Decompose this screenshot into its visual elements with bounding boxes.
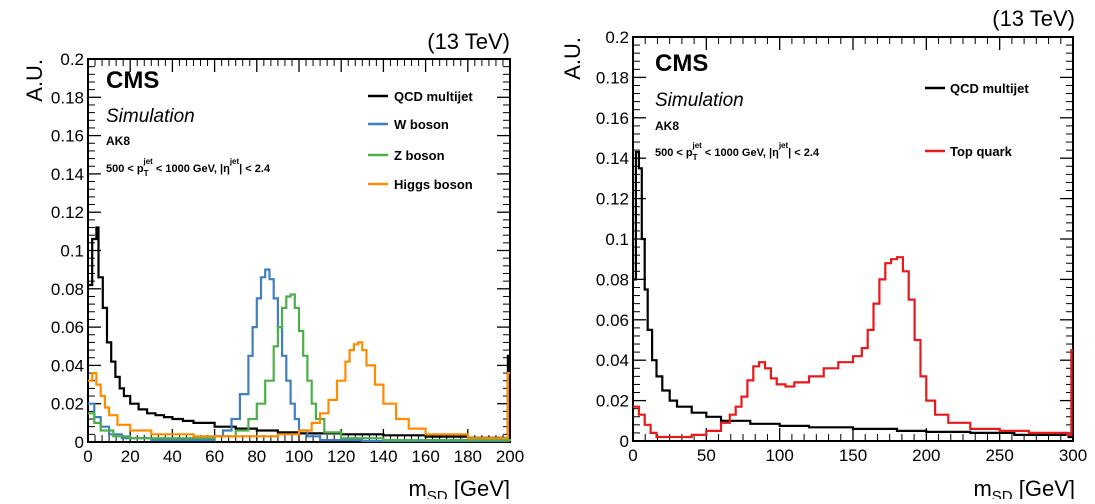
right-cut-sup2: jet xyxy=(778,141,789,150)
left-cut-middle: < 1000 GeV, |η xyxy=(153,163,230,175)
right-y-tick-label: 0 xyxy=(620,432,629,451)
left-cms-label: CMS xyxy=(106,67,159,94)
left-cut-suffix: | < 2.4 xyxy=(239,163,271,175)
right-y-tick-label: 0.18 xyxy=(596,68,629,87)
right-cut-sub: T xyxy=(693,153,698,162)
right-cms-label: CMS xyxy=(655,50,708,77)
left-jet-algo-label: AK8 xyxy=(106,134,130,148)
left-x-tick-label: 40 xyxy=(163,447,182,466)
left-y-tick-label: 0.04 xyxy=(51,356,84,375)
right-series-layer xyxy=(633,151,1073,439)
right-x-axis-label: mSD [GeV] xyxy=(973,476,1075,499)
left-y-tick-label: 0.16 xyxy=(51,127,84,146)
right-x-tick-label: 100 xyxy=(765,446,793,465)
left-x-tick-label: 140 xyxy=(369,447,397,466)
left-y-tick-label: 0.06 xyxy=(51,318,84,337)
left-cut-sup: jet xyxy=(143,157,154,166)
left-series-qcd-multijet xyxy=(88,226,510,440)
right-legend-label-top: Top quark xyxy=(950,144,1013,159)
right-energy-label: (13 TeV) xyxy=(992,6,1075,31)
left-series-higgs-boson xyxy=(88,341,510,440)
right-x-tick-label: 50 xyxy=(697,446,716,465)
left-y-tick-label: 0.2 xyxy=(60,50,84,69)
left-x-axis-label: mSD [GeV] xyxy=(408,476,510,499)
left-x-tick-label: 60 xyxy=(205,447,224,466)
left-legend-label-higgs: Higgs boson xyxy=(394,177,473,192)
left-y-tick-label: 0 xyxy=(75,433,84,452)
right-y-tick-label: 0.2 xyxy=(605,28,629,47)
right-chart-panel: 00.020.040.060.080.10.120.140.160.180.2 … xyxy=(560,6,1087,504)
right-y-tick-label: 0.06 xyxy=(596,311,629,330)
left-x-ticks: 0 20 40 60 80 100 120 140 160 180 200 xyxy=(83,59,524,466)
right-series-top-quark xyxy=(633,256,1073,439)
left-simulation-label: Simulation xyxy=(106,106,195,127)
right-x-tick-label: 250 xyxy=(985,446,1013,465)
left-series-z-boson xyxy=(88,293,512,442)
left-cut-prefix: 500 < p xyxy=(106,163,144,175)
left-y-tick-label: 0.02 xyxy=(51,395,84,414)
left-x-tick-label: 20 xyxy=(121,447,140,466)
left-x-tick-label: 0 xyxy=(83,447,92,466)
left-x-tick-label: 80 xyxy=(247,447,266,466)
left-kinematic-cut-label: 500 < pTjet < 1000 GeV, |ηjet| < 2.4 xyxy=(106,157,271,178)
right-cut-suffix: | < 2.4 xyxy=(788,147,820,159)
right-cut-sup: jet xyxy=(692,141,703,150)
right-y-tick-label: 0.02 xyxy=(596,392,629,411)
left-x-tick-label: 120 xyxy=(327,447,355,466)
right-y-tick-label: 0.14 xyxy=(596,149,629,168)
right-x-tick-label: 300 xyxy=(1059,446,1087,465)
right-kinematic-cut-label: 500 < pTjet < 1000 GeV, |ηjet| < 2.4 xyxy=(655,141,820,162)
right-simulation-label: Simulation xyxy=(655,90,744,111)
left-cut-sup2: jet xyxy=(229,157,240,166)
right-y-ticks: 0 0.02 0.04 0.06 0.08 0.1 0.12 0.14 0.16 0.18 0.2 xyxy=(596,28,1073,451)
left-legend: QCD multijet W boson Z boson Higgs boson xyxy=(368,89,473,192)
right-y-tick-label: 0.1 xyxy=(605,230,629,249)
left-y-tick-label: 0.1 xyxy=(60,242,84,261)
left-x-tick-label: 180 xyxy=(454,447,482,466)
right-x-axis-label-main: m xyxy=(973,476,991,499)
right-x-axis-label-unit: [GeV] xyxy=(1013,476,1075,499)
right-jet-algo-label: AK8 xyxy=(655,119,679,133)
right-x-tick-label: 200 xyxy=(912,446,940,465)
right-x-axis-label-sub: SD xyxy=(992,488,1013,499)
left-y-tick-label: 0.08 xyxy=(51,280,84,299)
right-y-tick-label: 0.16 xyxy=(596,109,629,128)
left-x-tick-label: 100 xyxy=(285,447,313,466)
left-legend-label-z: Z boson xyxy=(394,148,445,163)
left-y-axis-label: A.U. xyxy=(22,59,47,102)
left-legend-label-qcd: QCD multijet xyxy=(394,89,473,104)
left-series-w-boson xyxy=(88,268,510,443)
right-y-axis-label: A.U. xyxy=(560,37,585,80)
left-y-tick-label: 0.18 xyxy=(51,88,84,107)
left-cut-sub: T xyxy=(144,169,149,178)
right-y-tick-label: 0.12 xyxy=(596,190,629,209)
left-y-tick-label: 0.14 xyxy=(51,165,84,184)
right-series-qcd-multijet xyxy=(633,151,1073,439)
right-cut-middle: < 1000 GeV, |η xyxy=(702,147,779,159)
right-cut-prefix: 500 < p xyxy=(655,147,693,159)
left-x-tick-label: 160 xyxy=(411,447,439,466)
left-y-tick-label: 0.12 xyxy=(51,203,84,222)
right-x-ticks: 0 50 100 150 200 250 300 xyxy=(628,37,1087,465)
right-y-tick-label: 0.08 xyxy=(596,270,629,289)
left-legend-label-w: W boson xyxy=(394,117,449,132)
left-series-layer xyxy=(88,226,512,443)
right-legend: QCD multijet Top quark xyxy=(925,81,1029,159)
left-chart-panel: 00.020.040.060.080.10.120.140.160.180.2 … xyxy=(22,29,524,504)
left-y-ticks: 0 0.02 0.04 0.06 0.08 0.1 0.12 0.14 0.16 0.18 0.2 xyxy=(51,50,510,452)
left-energy-label: (13 TeV) xyxy=(427,29,510,54)
left-x-axis-label-main: m xyxy=(408,476,426,499)
right-legend-label-qcd: QCD multijet xyxy=(950,81,1029,96)
right-x-tick-label: 150 xyxy=(839,446,867,465)
right-x-tick-label: 0 xyxy=(628,446,637,465)
left-x-axis-label-sub: SD xyxy=(427,488,448,499)
left-x-axis-label-unit: [GeV] xyxy=(448,476,510,499)
right-y-tick-label: 0.04 xyxy=(596,351,629,370)
left-x-tick-label: 200 xyxy=(496,447,524,466)
